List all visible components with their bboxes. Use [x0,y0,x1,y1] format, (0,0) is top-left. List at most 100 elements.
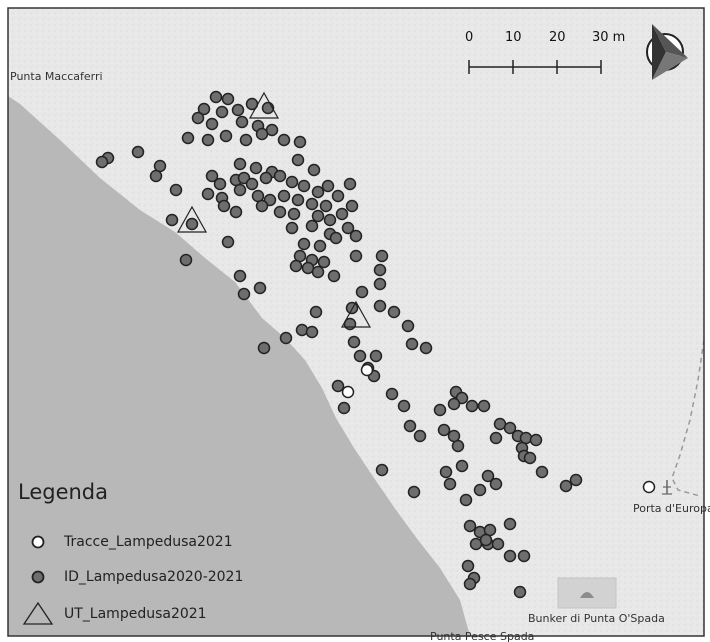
id-lampedusa-point [439,465,453,479]
id-lampedusa-point [343,177,357,191]
id-lampedusa-point [477,399,491,413]
id-lampedusa-point [279,331,293,345]
id-lampedusa-point [285,175,299,189]
ut-lampedusa-triangle [176,205,208,233]
tracce-lampedusa-layer [341,363,656,494]
north-arrow-icon [646,24,688,80]
id-lampedusa-point [235,115,249,129]
id-lampedusa-point [205,169,219,183]
tracce-lampedusa-point [642,480,656,494]
id-lampedusa-point [289,259,303,273]
white-circle-icon [31,535,45,549]
legend: Legenda Tracce_Lampedusa2021 ID_Lampedus… [18,480,318,625]
id-lampedusa-point [373,277,387,291]
id-lampedusa-point [181,131,195,145]
id-lampedusa-point [209,90,223,104]
id-lampedusa-point [291,153,305,167]
id-lampedusa-point [245,177,259,191]
id-lampedusa-point [369,349,383,363]
id-lampedusa-point [479,533,493,547]
id-lampedusa-point [305,197,319,211]
id-lampedusa-point [403,419,417,433]
id-lampedusa-point [401,319,415,333]
id-lampedusa-point [529,433,543,447]
id-lampedusa-point [463,519,477,533]
id-lampedusa-point [305,219,319,233]
id-lampedusa-point [321,179,335,193]
id-lampedusa-point [397,399,411,413]
id-lampedusa-point [313,239,327,253]
id-lampedusa-point [311,185,325,199]
scale-tick-10: 10 [505,30,522,45]
id-lampedusa-point [221,92,235,106]
id-lampedusa-point [481,469,495,483]
id-lampedusa-point [517,549,531,563]
id-lampedusa-point [443,477,457,491]
id-lampedusa-point [503,517,517,531]
id-lampedusa-point [249,161,263,175]
id-lampedusa-point [191,111,205,125]
id-lampedusa-point [221,235,235,249]
id-lampedusa-point [433,403,447,417]
id-lampedusa-point [347,335,361,349]
id-lampedusa-point [239,133,253,147]
monument-icon [662,480,672,495]
legend-item-id: ID_Lampedusa2020-2021 [18,565,243,589]
id-lampedusa-point [307,163,321,177]
id-lampedusa-point [257,341,271,355]
grey-circle-icon [31,570,45,584]
id-lampedusa-point [233,157,247,171]
id-lampedusa-point [201,133,215,147]
id-lampedusa-point [95,155,109,169]
map-frame-border [7,7,705,637]
id-lampedusa-point [201,187,215,201]
id-lampedusa-point [387,305,401,319]
legend-item-tracce: Tracce_Lampedusa2021 [18,530,233,554]
tracce-lampedusa-point [360,363,374,377]
id-lampedusa-point [205,117,219,131]
legend-title: Legenda [18,480,109,504]
id-lampedusa-point [455,459,469,473]
id-lampedusa-point [419,341,433,355]
id-lampedusa-point [331,189,345,203]
id-lampedusa-point [297,237,311,251]
id-lampedusa-point [165,213,179,227]
tracce-lampedusa-point [341,385,355,399]
id-lampedusa-point [331,379,345,393]
id-lampedusa-point [255,199,269,213]
id-lampedusa-point [295,323,309,337]
legend-label-tracce: Tracce_Lampedusa2021 [64,534,233,550]
legend-item-ut: UT_Lampedusa2021 [18,602,207,626]
id-lampedusa-point [229,205,243,219]
id-lampedusa-point [273,205,287,219]
label-bunker: Bunker di Punta O'Spada [528,612,665,625]
scale-tick-0: 0 [465,30,473,45]
id-lampedusa-point [311,265,325,279]
id-lampedusa-point [385,387,399,401]
id-lampedusa-point [259,171,273,185]
id-lampedusa-point [341,221,355,235]
id-lampedusa-point [465,399,479,413]
id-lampedusa-point [407,485,421,499]
id-lampedusa-point [373,299,387,313]
ut-lampedusa-triangle [340,300,372,328]
legend-label-ut: UT_Lampedusa2021 [64,606,207,622]
id-lampedusa-point [503,549,517,563]
id-lampedusa-point [233,183,247,197]
id-lampedusa-point [463,577,477,591]
legend-label-id: ID_Lampedusa2020-2021 [64,569,244,585]
id-lampedusa-point [305,325,319,339]
id-lampedusa-point [373,263,387,277]
id-lampedusa-point [293,135,307,149]
bunker-icon [557,577,617,609]
id-lampedusa-point [215,105,229,119]
id-lampedusa-point [513,585,527,599]
id-lampedusa-point [255,127,269,141]
id-lampedusa-point [169,183,183,197]
label-punta-maccaferri: Punta Maccaferri [10,70,103,83]
id-lampedusa-point [319,199,333,213]
id-lampedusa-point [535,465,549,479]
id-lampedusa-point [231,103,245,117]
id-lampedusa-point [405,337,419,351]
